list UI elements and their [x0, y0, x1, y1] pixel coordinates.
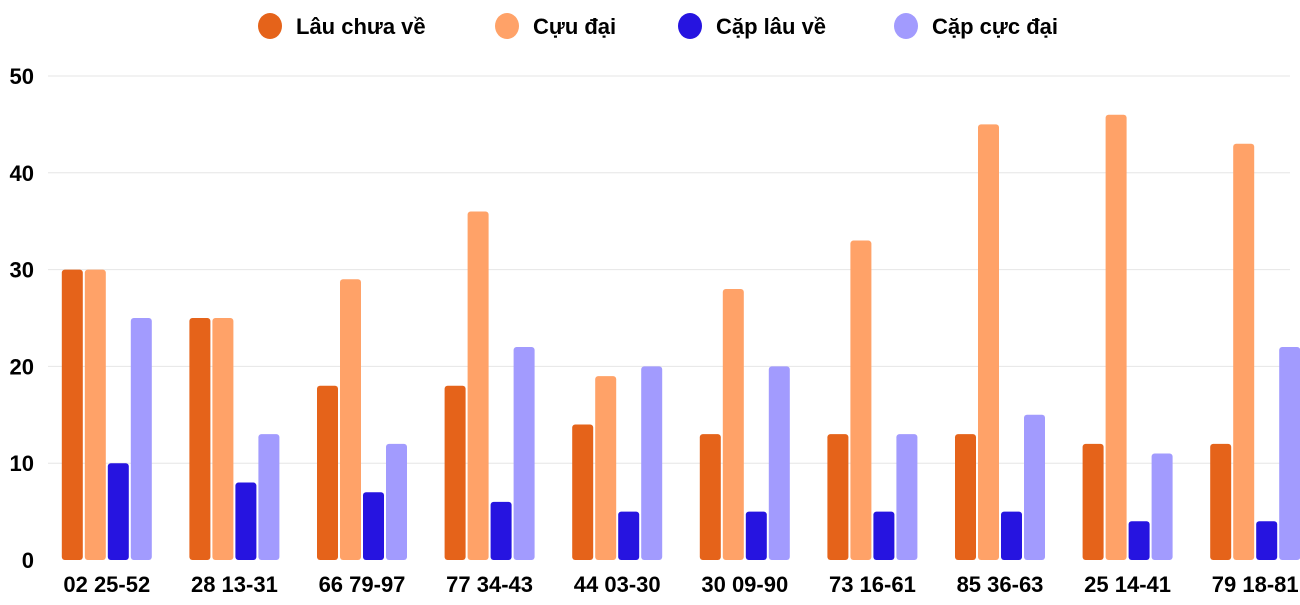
y-tick-label: 20 — [10, 354, 34, 379]
legend: Lâu chưa về Cựu đại Cặp lâu về Cặp cực đại — [258, 13, 1058, 39]
bar — [317, 385, 338, 560]
bar — [84, 269, 106, 560]
bar — [641, 366, 663, 560]
bar — [1024, 414, 1045, 560]
bar — [130, 318, 152, 560]
y-tick-label: 30 — [10, 258, 34, 283]
bar — [1128, 521, 1150, 560]
legend-swatch — [678, 13, 702, 39]
bar — [896, 434, 918, 560]
y-tick-label: 0 — [22, 548, 34, 573]
x-tick-label: 73 16-61 — [829, 572, 916, 597]
x-tick-label: 30 09-90 — [701, 572, 788, 597]
bar — [212, 318, 234, 560]
x-axis: 02 25-52 28 13-31 66 79-97 77 34-43 44 03-30… — [63, 572, 1298, 597]
bar — [386, 443, 407, 560]
bar — [467, 211, 489, 560]
bar — [978, 124, 999, 561]
bar — [873, 511, 895, 560]
bar — [444, 385, 466, 560]
x-tick-label: 25 14-41 — [1084, 572, 1171, 597]
bar — [1001, 511, 1022, 560]
bar — [258, 434, 280, 560]
y-tick-label: 40 — [10, 161, 34, 186]
x-tick-label: 02 25-52 — [63, 572, 150, 597]
y-axis: 0 10 20 30 40 50 — [10, 64, 34, 573]
bar — [1256, 521, 1278, 560]
bar — [1105, 114, 1127, 560]
legend-label: Cặp lâu về — [716, 14, 826, 39]
bar — [1151, 453, 1173, 560]
legend-label: Cựu đại — [533, 14, 616, 39]
bar — [699, 434, 721, 560]
gridlines — [48, 75, 1290, 464]
bar — [745, 511, 767, 560]
bar — [1082, 443, 1104, 560]
bar — [1279, 347, 1300, 560]
bar — [189, 318, 211, 560]
bar — [595, 376, 617, 560]
legend-swatch — [258, 13, 282, 39]
legend-swatch — [894, 13, 918, 39]
bar — [61, 269, 83, 560]
bar — [955, 434, 976, 560]
y-tick-label: 50 — [10, 64, 34, 89]
bar — [768, 366, 790, 560]
bar — [618, 511, 640, 560]
x-tick-label: 85 36-63 — [957, 572, 1044, 597]
bar — [363, 492, 384, 560]
bar — [340, 279, 361, 560]
legend-label: Cặp cực đại — [932, 14, 1058, 39]
x-tick-label: 28 13-31 — [191, 572, 278, 597]
bar — [107, 463, 129, 560]
bar — [1210, 443, 1232, 560]
legend-label: Lâu chưa về — [296, 14, 426, 39]
x-tick-label: 79 18-81 — [1212, 572, 1299, 597]
bar — [490, 501, 512, 560]
y-tick-label: 10 — [10, 451, 34, 476]
bar — [827, 434, 849, 560]
bar — [235, 482, 257, 560]
legend-swatch — [495, 13, 519, 39]
bar — [572, 424, 594, 560]
bar — [513, 347, 535, 560]
bar — [722, 288, 744, 560]
x-tick-label: 44 03-30 — [574, 572, 661, 597]
bar — [850, 240, 872, 560]
bar — [1233, 143, 1255, 560]
bars — [61, 114, 1300, 561]
x-tick-label: 77 34-43 — [446, 572, 533, 597]
x-tick-label: 66 79-97 — [319, 572, 406, 597]
